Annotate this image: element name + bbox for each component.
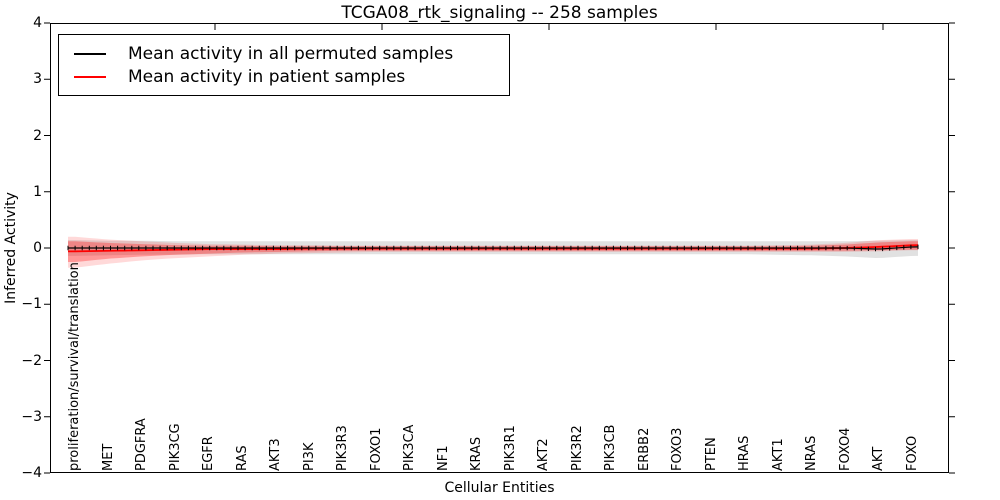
x-tick-label: MET (100, 443, 116, 471)
x-tick-label: FOXO (904, 435, 920, 471)
black-line-icon (74, 52, 106, 55)
y-tick-label: 3 (33, 71, 42, 88)
legend: Mean activity in all permuted samples Me… (58, 34, 510, 96)
x-tick-label: AKT3 (268, 438, 283, 471)
x-tick-label: HRAS (737, 435, 752, 471)
x-tick-label: proliferation/survival/translation (67, 262, 82, 471)
x-tick-label: ERBB2 (636, 427, 652, 471)
chart-title: TCGA08_rtk_signaling -- 258 samples (341, 3, 658, 23)
red-line-icon (74, 75, 106, 78)
plot-area (44, 22, 955, 474)
x-tick-label: PI3K (301, 442, 317, 471)
x-tick-label: FOXO1 (368, 427, 384, 471)
x-tick-label: AKT (871, 446, 886, 471)
y-tick-label: 2 (33, 127, 42, 144)
axes-spines (50, 23, 949, 473)
x-axis-label: Cellular Entities (444, 480, 555, 496)
band-patient-samples-spread-outer (68, 236, 918, 268)
x-tick-label: AKT1 (770, 438, 786, 471)
y-tick-label: −2 (21, 352, 42, 369)
y-tick-label: −4 (21, 465, 42, 481)
x-tick-label: PIK3CA (402, 424, 417, 471)
x-tick-label: PIK3CG (167, 423, 183, 471)
x-tick-label: PDGFRA (134, 418, 149, 471)
y-tick-label: −3 (21, 408, 42, 425)
legend-item-permuted: Mean activity in all permuted samples (74, 42, 509, 65)
legend-item-patient: Mean activity in patient samples (74, 65, 509, 88)
tick-markers-permuted (67, 244, 919, 252)
legend-label: Mean activity in all permuted samples (128, 43, 454, 64)
x-tick-label: NF1 (435, 445, 451, 471)
x-tick-label: RAS (234, 445, 250, 471)
x-tick-label: PIK3R1 (502, 425, 518, 471)
x-tick-label: AKT2 (536, 438, 551, 471)
x-tick-label: PIK3CB (603, 424, 618, 471)
x-tick-label: KRAS (469, 436, 484, 471)
y-tick-label: 1 (33, 183, 42, 200)
legend-label: Mean activity in patient samples (128, 66, 406, 87)
y-tick-label: 4 (33, 15, 42, 31)
x-tick-label: FOXO3 (670, 427, 685, 471)
x-tick-label: PIK3R3 (335, 425, 350, 471)
x-tick-label: PTEN (703, 437, 719, 471)
y-tick-label: −1 (21, 296, 42, 313)
x-tick-label: FOXO4 (837, 427, 853, 471)
x-tick-label: PIK3R2 (569, 425, 585, 471)
x-tick-label: NRAS (804, 435, 819, 471)
x-tick-label: EGFR (201, 436, 216, 471)
y-tick-label: 0 (33, 240, 42, 256)
